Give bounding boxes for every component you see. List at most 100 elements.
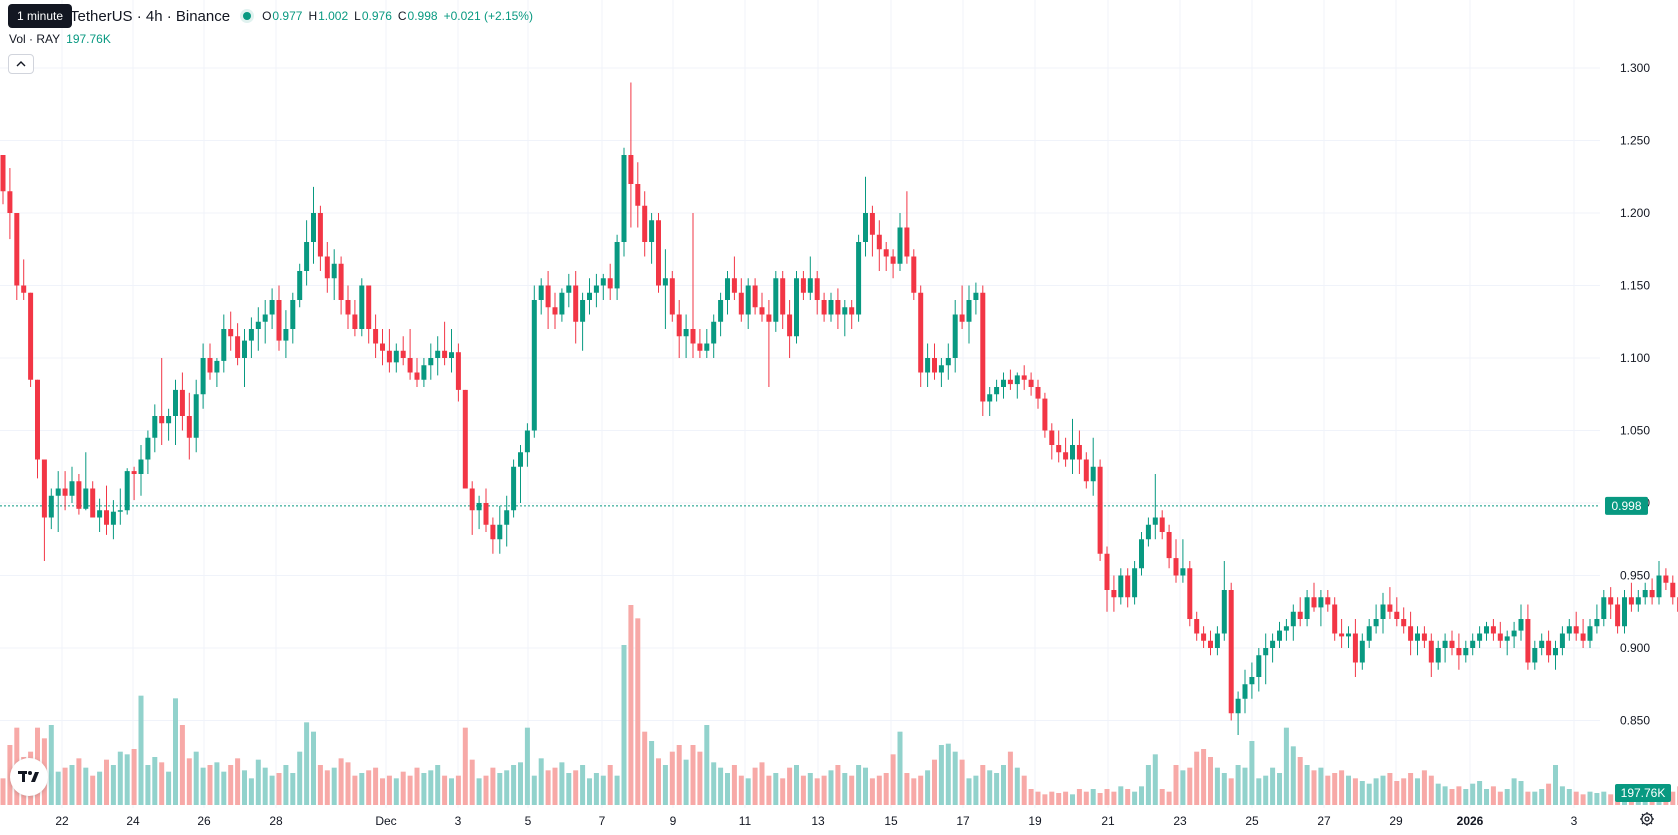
candle-body: [511, 466, 517, 511]
candle-body: [925, 358, 931, 373]
volume-bar: [1283, 727, 1289, 805]
candle-body: [1014, 375, 1020, 385]
candle-body: [1180, 568, 1186, 576]
candle-body: [559, 292, 565, 315]
candle-body: [711, 321, 717, 344]
volume-bar: [1346, 775, 1351, 805]
volume-bar: [1553, 765, 1558, 805]
volume-bar: [1608, 794, 1614, 805]
candle: [1477, 626, 1483, 648]
volume-bar: [869, 778, 875, 805]
candle: [1235, 691, 1241, 735]
candle: [794, 271, 799, 344]
time-tick-label: 23: [1173, 814, 1187, 828]
volume-bar: [1484, 789, 1489, 805]
candle-body: [124, 471, 130, 511]
volume-bar: [1159, 789, 1165, 805]
volume-bar: [1228, 778, 1234, 805]
collapse-legend-button[interactable]: [8, 54, 34, 74]
volume-bar: [1035, 791, 1041, 805]
candle: [662, 249, 668, 329]
candle-body: [911, 256, 917, 293]
volume-bar: [1518, 781, 1524, 805]
candle-body: [1318, 597, 1324, 608]
candle: [14, 213, 20, 300]
volume-bar: [69, 765, 75, 805]
candle-body: [1615, 604, 1621, 627]
candle-body: [228, 329, 234, 337]
candle-body: [1283, 626, 1289, 631]
volume-bar: [228, 765, 234, 805]
candle-body: [600, 278, 606, 286]
candle-body: [248, 329, 254, 341]
volume-bar: [966, 778, 972, 805]
volume-bar: [186, 758, 192, 805]
candle: [1332, 597, 1338, 641]
time-tick-label: 24: [126, 814, 140, 828]
candle: [1063, 437, 1069, 467]
candle: [359, 278, 365, 337]
candle: [593, 273, 599, 308]
volume-bar: [173, 698, 178, 805]
candle: [1221, 561, 1227, 641]
candle-body: [179, 389, 185, 416]
candle-body: [476, 503, 482, 511]
candle-body: [835, 300, 841, 315]
volume-bar: [745, 778, 751, 805]
candle: [607, 263, 613, 300]
candle: [904, 191, 910, 264]
candle: [449, 329, 454, 373]
volume-bar: [1263, 775, 1269, 805]
volume-legend[interactable]: Vol · RAY 197.76K: [9, 32, 111, 46]
volume-bar: [593, 773, 599, 805]
time-tick-label: 11: [739, 814, 752, 828]
tradingview-logo[interactable]: [10, 758, 48, 796]
volume-bar: [676, 745, 682, 805]
price-tick-label: 1.200: [1620, 206, 1650, 220]
time-axis[interactable]: 22 24 26 28 Dec 3 5 7 9 11 13 15 17 19 21 23 25 27 29 2026 3: [55, 814, 1577, 828]
candle: [1083, 452, 1089, 489]
time-tick-label: Dec: [375, 814, 396, 828]
volume-bar: [90, 775, 96, 805]
volume-bar: [1463, 789, 1469, 805]
candle: [400, 336, 406, 366]
candle-body: [593, 285, 599, 293]
candle: [366, 285, 372, 344]
volume-bar: [1001, 765, 1006, 805]
interval-tooltip: 1 minute: [8, 4, 73, 28]
volume-legend-label: Vol · RAY: [9, 32, 61, 46]
market-status-icon[interactable]: [240, 9, 255, 23]
candle: [1180, 539, 1186, 583]
candle: [759, 292, 765, 322]
volume-bar: [1049, 791, 1055, 805]
candle: [483, 488, 489, 532]
candle: [283, 310, 289, 358]
candle: [393, 343, 399, 373]
volume-bar: [1070, 794, 1075, 805]
candle: [152, 404, 158, 453]
candle-body: [1139, 539, 1144, 569]
volume-bar: [918, 775, 924, 805]
candle: [352, 300, 358, 337]
candle-body: [62, 488, 68, 496]
candle-body: [138, 459, 144, 474]
candle-body: [90, 488, 96, 518]
price-axis[interactable]: 0.8500.9000.9501.0001.0501.1001.1501.200…: [1620, 61, 1650, 728]
volume-bar: [904, 773, 910, 805]
volume-bar: [1090, 789, 1096, 805]
volume-bar: [352, 775, 358, 805]
candle-body: [428, 358, 434, 366]
candle-body: [159, 416, 165, 424]
candle: [1415, 626, 1420, 656]
candle-body: [255, 321, 261, 329]
candle-body: [1470, 640, 1476, 648]
candle-body: [1490, 626, 1496, 634]
chart-settings-button[interactable]: [1636, 808, 1658, 830]
candle-body: [1104, 553, 1110, 590]
candle: [269, 288, 275, 329]
candle: [1297, 597, 1303, 627]
symbol-title[interactable]: TetherUS · 4h · Binance: [70, 7, 231, 25]
volume-bar: [1352, 778, 1358, 805]
candle-body: [1076, 445, 1082, 460]
